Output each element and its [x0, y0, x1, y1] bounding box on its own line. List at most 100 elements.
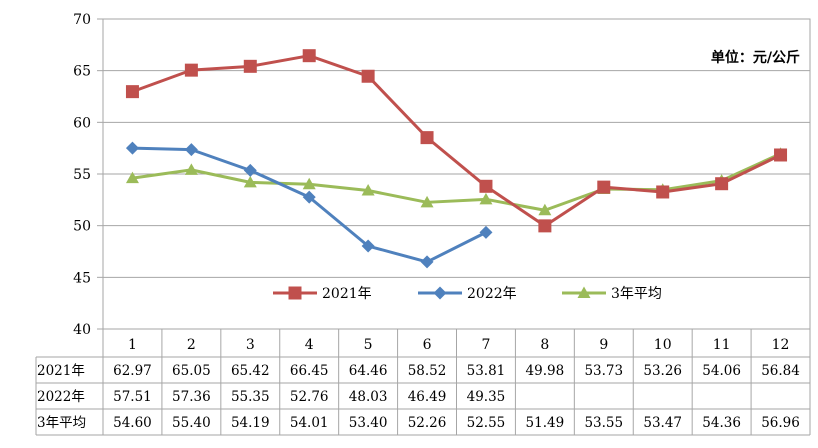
data-point — [715, 177, 729, 191]
y-tick-label: 60 — [73, 115, 91, 131]
table-cell: 52.55 — [467, 415, 506, 431]
table-cell: 49.98 — [526, 363, 565, 379]
data-point — [479, 192, 493, 205]
x-tick-label: 1 — [128, 337, 137, 353]
table-cell: 57.51 — [113, 389, 152, 405]
x-tick-label: 11 — [713, 337, 731, 353]
table-cell: 58.52 — [408, 363, 447, 379]
table-cell: 53.81 — [467, 363, 506, 379]
table-cell: 56.96 — [761, 415, 800, 431]
data-point — [420, 255, 434, 269]
table-cell: 55.35 — [231, 389, 270, 405]
data-point — [538, 219, 552, 233]
table-cell: 54.60 — [113, 415, 152, 431]
data-point — [420, 131, 434, 145]
table-cell: 54.06 — [702, 363, 741, 379]
y-tick-label: 55 — [73, 167, 91, 183]
table-cell: 57.36 — [172, 389, 211, 405]
table-cell: 53.47 — [643, 415, 682, 431]
table-cell: 51.49 — [526, 415, 565, 431]
table-cell: 55.40 — [172, 415, 211, 431]
table-row-label: 2021年 — [37, 363, 85, 379]
legend-label: 2022年 — [467, 286, 517, 302]
table-cell: 52.76 — [290, 389, 329, 405]
data-point — [774, 148, 788, 162]
x-tick-label: 9 — [599, 337, 608, 353]
legend-label: 3年平均 — [611, 286, 662, 302]
unit-label: 单位：元/公斤 — [711, 49, 800, 66]
table-row-label: 2022年 — [37, 389, 85, 405]
y-tick-label: 45 — [73, 270, 91, 286]
table-cell: 46.49 — [408, 389, 447, 405]
data-point — [184, 143, 198, 157]
y-tick-label: 40 — [73, 322, 91, 338]
table-cell: 53.55 — [584, 415, 623, 431]
data-point — [302, 177, 316, 190]
data-point — [302, 190, 316, 204]
series-line — [132, 152, 782, 212]
legend-item: 2021年 — [273, 286, 372, 302]
legend-swatch-marker — [288, 286, 302, 300]
legend-swatch-marker — [433, 286, 447, 300]
y-tick-label: 70 — [73, 12, 91, 28]
x-tick-label: 7 — [481, 337, 490, 353]
data-point — [243, 59, 257, 73]
x-tick-label: 2 — [187, 337, 196, 353]
data-point — [302, 49, 316, 63]
data-point — [420, 195, 434, 208]
table-cell: 54.19 — [231, 415, 270, 431]
y-tick-label: 50 — [73, 219, 91, 235]
table-cell: 54.01 — [290, 415, 329, 431]
data-point — [479, 225, 493, 239]
x-tick-label: 6 — [423, 337, 432, 353]
data-point — [125, 141, 139, 155]
data-point — [479, 179, 493, 193]
series-3 — [125, 147, 788, 216]
table-cell: 49.35 — [467, 389, 506, 405]
legend-item: 2022年 — [418, 286, 517, 302]
data-point — [125, 171, 139, 184]
grid-layer: 40 45 50 55 60 65 70 — [73, 12, 811, 338]
data-point — [361, 69, 375, 83]
x-tick-label: 5 — [364, 337, 373, 353]
table-cell: 64.46 — [349, 363, 388, 379]
table-cell: 53.73 — [584, 363, 623, 379]
legend-item: 3年平均 — [562, 286, 662, 302]
legend-label: 2021年 — [322, 286, 372, 302]
table-cell: 53.26 — [643, 363, 682, 379]
data-point — [656, 185, 670, 199]
x-tick-label: 4 — [305, 337, 314, 353]
data-point — [184, 163, 198, 175]
data-point — [597, 180, 611, 194]
table-row-label: 3年平均 — [37, 415, 86, 431]
table-cell: 48.03 — [349, 389, 388, 405]
table-cell: 52.26 — [408, 415, 447, 431]
series-line — [131, 54, 782, 228]
data-point — [243, 163, 257, 177]
data-point — [243, 175, 257, 188]
data-point — [184, 63, 198, 77]
table-cell: 65.42 — [231, 363, 270, 379]
data-point — [361, 184, 375, 196]
table-cell: 66.45 — [290, 363, 329, 379]
legend: 2021年 2022年 3年平均 — [273, 286, 662, 302]
series-line — [132, 146, 487, 264]
y-tick-label: 65 — [73, 64, 91, 80]
x-tick-label: 3 — [246, 337, 255, 353]
x-tick-label: 8 — [540, 337, 549, 353]
series-layer — [125, 49, 788, 269]
table-cell: 56.84 — [761, 363, 800, 379]
x-tick-label: 10 — [654, 337, 672, 353]
series-1 — [125, 49, 788, 233]
table-cell: 53.40 — [349, 415, 388, 431]
series-2 — [125, 141, 493, 269]
data-point — [361, 239, 375, 253]
table-cell: 65.05 — [172, 363, 211, 379]
legend-swatch-marker — [577, 286, 591, 298]
x-tick-label: 12 — [772, 337, 790, 353]
table-cell: 62.97 — [113, 363, 152, 379]
data-point — [125, 85, 139, 99]
data-point — [538, 203, 552, 216]
